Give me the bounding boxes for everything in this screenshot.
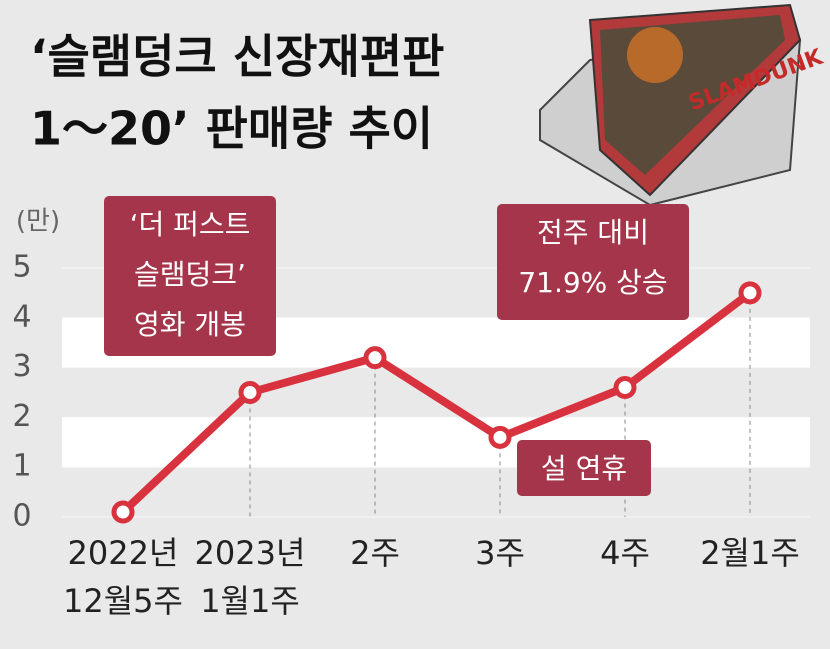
- annotation-box: [104, 196, 276, 356]
- data-point: [363, 346, 387, 370]
- annotation-text: 71.9% 상승: [518, 266, 667, 299]
- x-tick-label: 2022년: [68, 534, 179, 572]
- y-tick-label: 3: [12, 349, 31, 384]
- data-point: [111, 500, 135, 524]
- x-tick-label: 12월5주: [63, 582, 183, 620]
- y-unit: (만): [16, 207, 60, 237]
- annotation-text: 슬램덩크’: [134, 258, 246, 291]
- annotation-text: 전주 대비: [537, 216, 649, 249]
- x-tick-label: 4주: [600, 534, 650, 572]
- y-tick-label: 2: [12, 399, 31, 434]
- x-tick-label: 3주: [475, 534, 525, 572]
- x-tick-label: 1월1주: [200, 582, 300, 620]
- y-tick-label: 0: [12, 499, 31, 534]
- chart-title: ‘슬램덩크 신장재편판: [30, 30, 444, 84]
- data-line: [120, 289, 753, 515]
- annotation-box: [517, 440, 651, 496]
- y-tick-label: 4: [12, 299, 31, 334]
- annotation-box: [497, 204, 689, 320]
- y-tick-label: 5: [12, 250, 31, 285]
- data-point: [238, 381, 262, 404]
- annotation-text: 영화 개봉: [134, 308, 246, 341]
- grid-band: [62, 417, 810, 468]
- x-tick-label: 2주: [350, 534, 400, 572]
- data-point: [738, 281, 762, 305]
- data-point: [488, 425, 512, 449]
- annotation-text: 설 연휴: [541, 452, 627, 485]
- chart-title: 1～20’ 판매량 추이: [30, 102, 433, 156]
- y-tick-label: 1: [12, 449, 31, 484]
- x-tick-label: 2월1주: [700, 534, 800, 572]
- x-tick-label: 2023년: [195, 534, 306, 572]
- annotation-text: ‘더 퍼스트: [130, 208, 251, 241]
- data-point: [613, 376, 637, 400]
